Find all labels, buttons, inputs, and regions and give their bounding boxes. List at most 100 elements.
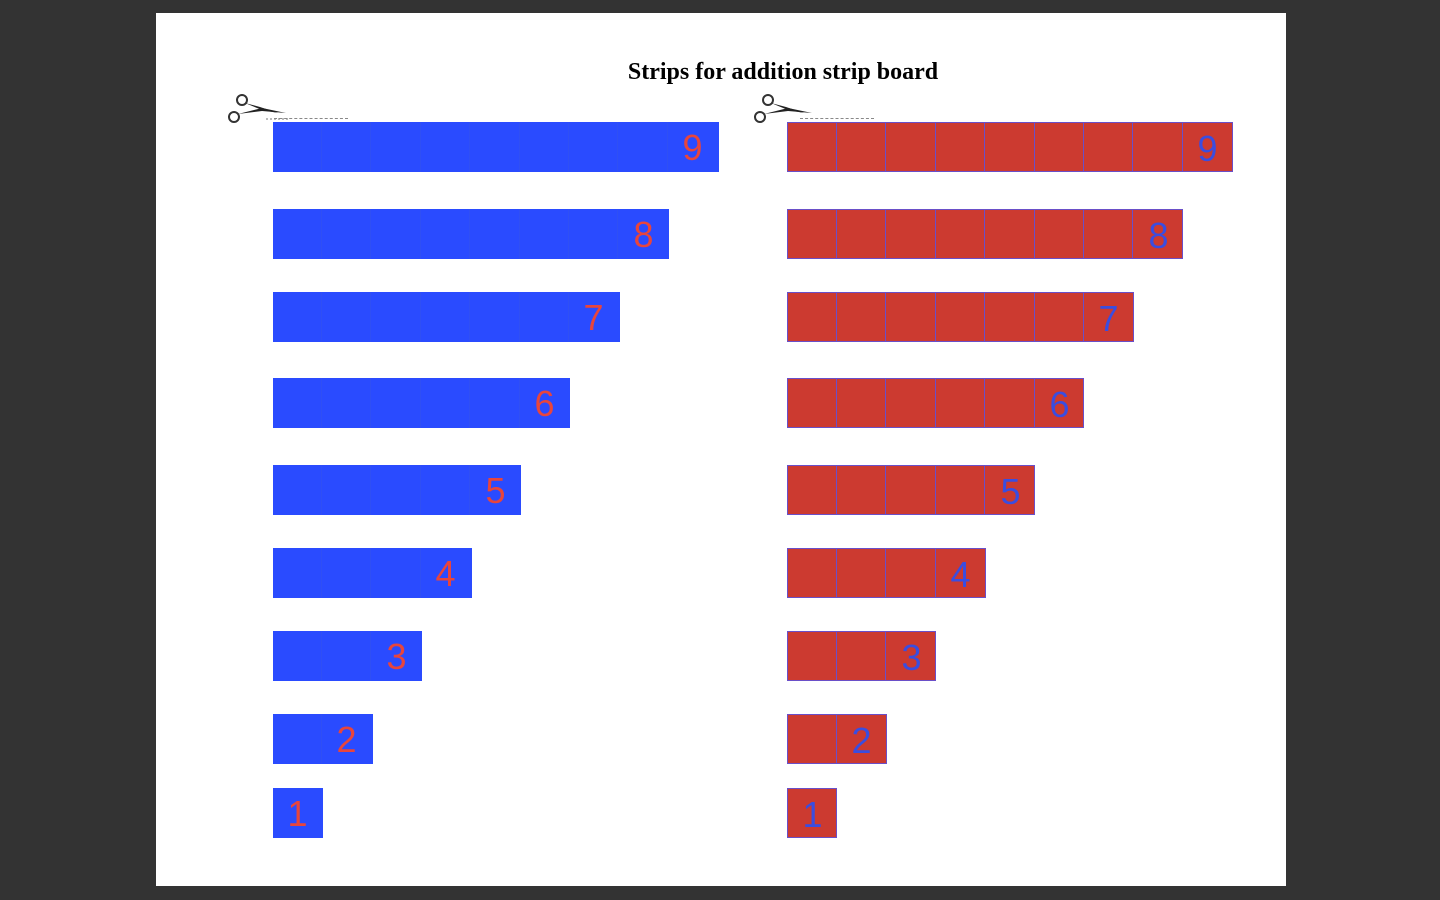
red-strip-cell [788, 466, 837, 514]
red-strip-cell [788, 549, 837, 597]
red-strip-9: 9 [787, 122, 1233, 172]
blue-strip-cell [273, 292, 322, 342]
red-strip-cell [837, 632, 886, 680]
blue-strip-cell [322, 122, 371, 172]
red-strip-cell [887, 123, 936, 171]
red-strip-5: 5 [787, 465, 1035, 515]
red-strip-number: 8 [1148, 215, 1169, 256]
red-strip-cell [887, 210, 936, 258]
blue-strip-cell [322, 465, 371, 515]
blue-strip-cell [569, 122, 618, 172]
blue-strip-7: 7 [273, 292, 620, 342]
blue-strip-cell [421, 122, 470, 172]
blue-strip-cell [372, 209, 421, 259]
blue-strip-cell [421, 209, 470, 259]
blue-strip-cell [372, 378, 421, 428]
red-strip-number: 4 [950, 554, 971, 595]
blue-strip-number: 3 [386, 636, 407, 677]
red-strip-cell [788, 210, 837, 258]
red-strip-cell [887, 379, 936, 427]
red-strip-cell [887, 466, 936, 514]
red-strip-cell [936, 466, 985, 514]
red-strip-7: 7 [787, 292, 1134, 342]
blue-strip-5: 5 [273, 465, 521, 515]
red-strip-cell [788, 293, 837, 341]
blue-strip-6: 6 [273, 378, 570, 428]
red-strip-number: 2 [851, 720, 872, 761]
blue-strip-cell [372, 548, 421, 598]
red-strip-cell [1035, 210, 1084, 258]
red-strip-number: 6 [1049, 384, 1070, 425]
red-strip-cell [887, 549, 936, 597]
red-strip-2: 2 [787, 714, 887, 764]
red-strip-cell [986, 379, 1035, 427]
blue-strip-number: 1 [287, 793, 308, 834]
red-strip-cell [788, 632, 837, 680]
red-strip-cell [936, 210, 985, 258]
blue-strip-number: 2 [336, 719, 357, 760]
blue-strip-cell [322, 292, 371, 342]
red-strip-cell [837, 379, 886, 427]
red-strip-cell [1134, 123, 1183, 171]
blue-strip-number: 7 [583, 297, 604, 338]
blue-strip-cell [322, 631, 371, 681]
blue-strip-cell [471, 378, 520, 428]
red-strip-number: 1 [802, 794, 823, 835]
red-strip-6: 6 [787, 378, 1084, 428]
blue-strip-cell [471, 209, 520, 259]
red-strip-4: 4 [787, 548, 986, 598]
blue-strip-number: 8 [633, 214, 654, 255]
blue-strip-cell [372, 292, 421, 342]
blue-strip-cell [372, 122, 421, 172]
blue-strip-cell [421, 465, 470, 515]
blue-strip-cell [520, 122, 569, 172]
red-strip-number: 9 [1197, 128, 1218, 169]
blue-strip-cell [471, 292, 520, 342]
red-strip-number: 5 [1000, 471, 1021, 512]
blue-strip-cell [273, 209, 322, 259]
red-strip-cell [837, 293, 886, 341]
red-strip-cell [837, 549, 886, 597]
red-strip-cell [936, 123, 985, 171]
blue-strip-number: 4 [435, 553, 456, 594]
blue-strip-2: 2 [273, 714, 373, 764]
blue-strip-cell [322, 548, 371, 598]
red-strip-cell [1084, 210, 1133, 258]
red-strip-cell [788, 715, 837, 763]
red-strip-cell [936, 379, 985, 427]
blue-strip-cell [273, 548, 322, 598]
red-strip-3: 3 [787, 631, 936, 681]
red-strip-cell [837, 123, 886, 171]
red-strip-cell [887, 293, 936, 341]
document-page: Strips for addition strip board 9 8 7 6 5 4 3 2… [156, 13, 1286, 886]
cut-line [800, 118, 874, 119]
scissors-icon [228, 94, 288, 123]
blue-strip-cell [273, 465, 322, 515]
cut-line [274, 118, 348, 119]
blue-strip-cell [322, 209, 371, 259]
blue-strip-cell [520, 209, 569, 259]
red-strip-number: 7 [1098, 298, 1119, 339]
blue-strip-cell [322, 378, 371, 428]
blue-strip-cell [421, 378, 470, 428]
blue-strip-cell [273, 378, 322, 428]
blue-strip-cell [421, 292, 470, 342]
red-strip-cell [837, 210, 886, 258]
blue-strip-4: 4 [273, 548, 472, 598]
red-strip-number: 3 [901, 637, 922, 678]
red-strip-1: 1 [787, 788, 837, 838]
scissors-icon [754, 94, 812, 123]
red-strip-cell [1035, 293, 1084, 341]
red-strip-cell [788, 379, 837, 427]
blue-strip-number: 6 [534, 383, 555, 424]
red-strip-cell [986, 123, 1035, 171]
blue-strip-cell [273, 122, 322, 172]
blue-strip-cell [569, 209, 618, 259]
blue-strip-cell [372, 465, 421, 515]
blue-strip-number: 9 [682, 127, 703, 168]
blue-strip-8: 8 [273, 209, 669, 259]
blue-strip-cell [619, 122, 668, 172]
blue-strip-cell [273, 631, 322, 681]
red-strip-cell [1084, 123, 1133, 171]
